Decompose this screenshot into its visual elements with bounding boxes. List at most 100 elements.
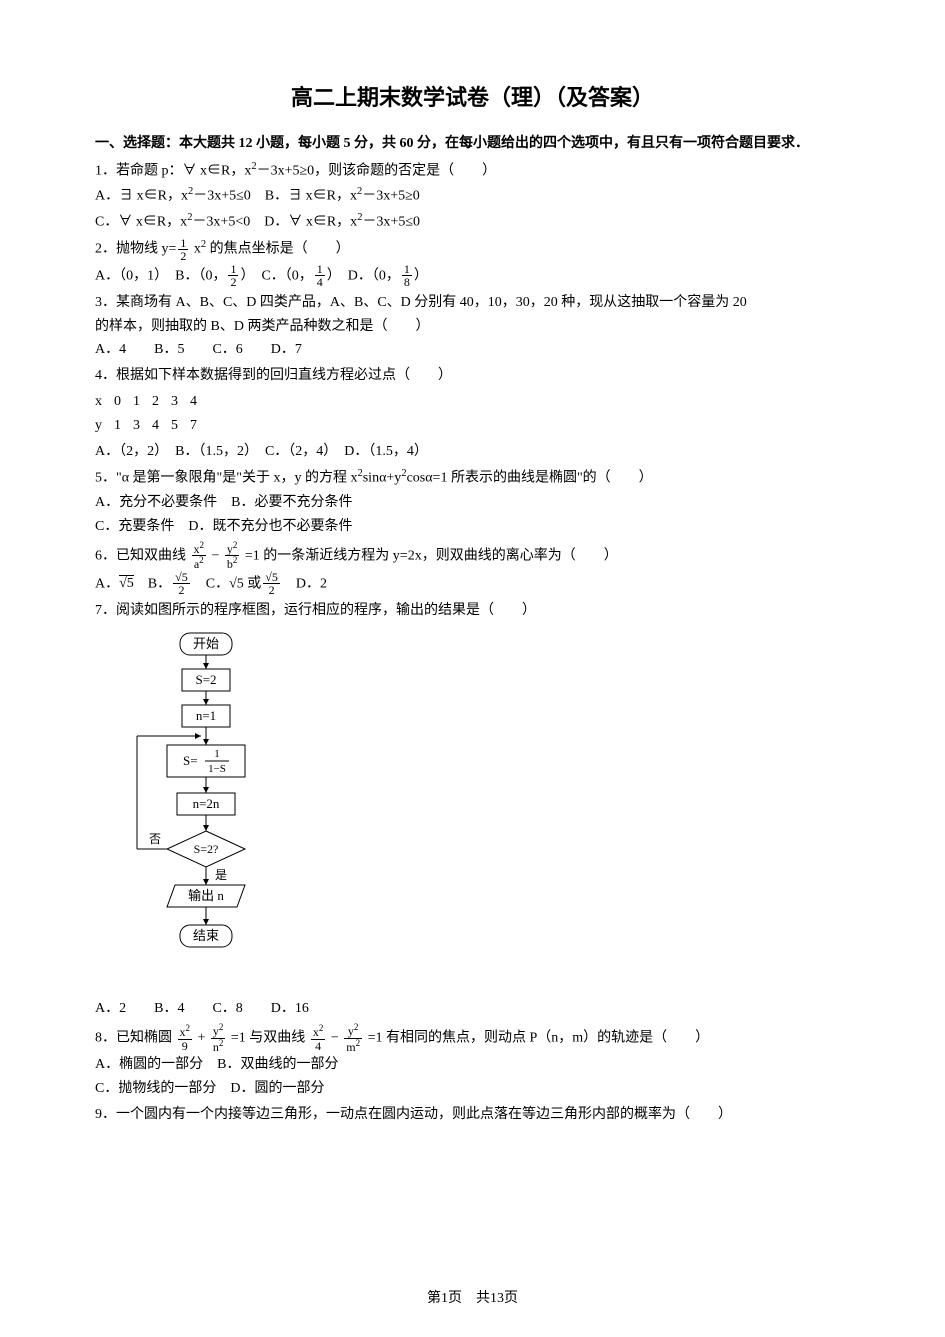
q6-optC: C． bbox=[192, 576, 229, 591]
label-yes: 是 bbox=[215, 868, 227, 882]
q4-x1: 1 bbox=[133, 390, 152, 414]
frac-d: n2 bbox=[211, 1039, 226, 1054]
q5-b: sinα+y bbox=[363, 471, 402, 486]
section-head-1: 一、选择题：本大题共 12 小题，每小题 5 分，共 60 分，在每小题给出的四… bbox=[95, 132, 850, 156]
fraction: x24 bbox=[311, 1024, 326, 1052]
frac-n: 1 bbox=[402, 263, 412, 277]
q4-y2: 4 bbox=[152, 414, 171, 438]
label-no: 否 bbox=[149, 832, 161, 846]
q5-l2: A．充分不必要条件 B．必要不充分条件 bbox=[95, 495, 352, 510]
frac-d: 4 bbox=[311, 1040, 326, 1053]
q8-b: + bbox=[194, 1031, 209, 1046]
question-4: 4．根据如下样本数据得到的回归直线方程必过点（ ） x 0 1 2 3 4 y … bbox=[95, 364, 850, 463]
node-expr-d: 1−S bbox=[208, 763, 226, 775]
q5-a: 5．"α 是第一象限角"是"关于 x，y 的方程 x bbox=[95, 471, 357, 486]
frac-n: x2 bbox=[311, 1024, 326, 1040]
q2-optD2: ） bbox=[414, 268, 428, 283]
fraction: y2n2 bbox=[211, 1023, 226, 1053]
node-out: 输出 n bbox=[188, 888, 224, 903]
q3-l1: 3．某商场有 A、B、C、D 四类产品，A、B、C、D 分别有 40，10，30… bbox=[95, 295, 747, 310]
fraction: √52 bbox=[263, 571, 280, 597]
fraction: y2b2 bbox=[225, 541, 240, 571]
question-3: 3．某商场有 A、B、C、D 四类产品，A、B、C、D 分别有 40，10，30… bbox=[95, 291, 850, 362]
q4-x-label: x bbox=[95, 390, 114, 414]
q1-stem-b: －3x+5≥0，则该命题的否定是（ ） bbox=[257, 163, 497, 178]
q2-optB2: ） C．（0， bbox=[240, 268, 312, 283]
q7-opts: A．2 B．4 C．8 D．16 bbox=[95, 1001, 309, 1016]
q4-y-label: y bbox=[95, 414, 114, 438]
q6-optD: D．2 bbox=[282, 576, 327, 591]
q4-x3: 3 bbox=[171, 390, 190, 414]
frac-d: a2 bbox=[192, 556, 207, 571]
q4-x2: 2 bbox=[152, 390, 171, 414]
frac-d: 2 bbox=[178, 250, 188, 263]
node-n1: n=1 bbox=[196, 708, 216, 723]
page-title: 高二上期末数学试卷（理）（及答案） bbox=[95, 80, 850, 112]
q6-optB: B． bbox=[134, 576, 171, 591]
frac-d: 2 bbox=[173, 584, 190, 597]
q8-l2: A．椭圆的一部分 B．双曲线的一部分 bbox=[95, 1057, 338, 1072]
node-end: 结束 bbox=[193, 928, 219, 943]
node-s2: S=2 bbox=[195, 672, 216, 687]
node-start: 开始 bbox=[193, 636, 219, 651]
frac-n: 1 bbox=[228, 263, 238, 277]
q3-opts: A．4 B．5 C．6 D．7 bbox=[95, 342, 302, 357]
node-expr-n: 1 bbox=[214, 748, 220, 760]
frac-n: x2 bbox=[192, 541, 207, 557]
q4-stem: 4．根据如下样本数据得到的回归直线方程必过点（ ） bbox=[95, 368, 452, 383]
frac-n: 1 bbox=[315, 263, 325, 277]
question-9: 9．一个圆内有一个内接等边三角形，一动点在圆内运动，则此点落在等边三角形内部的概… bbox=[95, 1103, 850, 1127]
q4-y1: 3 bbox=[133, 414, 152, 438]
q8-l3: C．抛物线的一部分 D．圆的一部分 bbox=[95, 1081, 324, 1096]
question-2: 2．抛物线 y=12 x2 的焦点坐标是（ ） A．（0，1） B．（0，12）… bbox=[95, 236, 850, 289]
q5-c: cosα=1 所表示的曲线是椭圆"的（ ） bbox=[407, 471, 653, 486]
fraction: y2m2 bbox=[344, 1023, 362, 1053]
fraction: 18 bbox=[402, 263, 412, 289]
frac-n: y2 bbox=[211, 1023, 226, 1039]
flowchart-svg: 开始 S=2 n=1 S= 1 1−S n=2n bbox=[125, 631, 300, 981]
frac-n: √5 bbox=[173, 571, 190, 585]
fraction: 14 bbox=[315, 263, 325, 289]
txt: m bbox=[346, 1040, 355, 1054]
page-footer: 第1页 共13页 bbox=[0, 1287, 945, 1307]
q6-c: =1 的一条渐近线方程为 y=2x，则双曲线的离心率为（ ） bbox=[241, 548, 617, 563]
question-1: 1．若命题 p：∀ x∈R，x2－3x+5≥0，则该命题的否定是（ ） A．∃ … bbox=[95, 158, 850, 234]
q2-optC2: ） D．（0， bbox=[327, 268, 400, 283]
q6-a: 6．已知双曲线 bbox=[95, 548, 190, 563]
frac-d: b2 bbox=[225, 556, 240, 571]
q8-c: =1 与双曲线 bbox=[227, 1031, 308, 1046]
frac-d: 4 bbox=[315, 276, 325, 289]
q4-table: x 0 1 2 3 4 y 1 3 4 5 7 bbox=[95, 390, 209, 438]
q1-opt-line2-b: －3x+5<0 D．∀ x∈R，x bbox=[192, 214, 357, 229]
q8-e: =1 有相同的焦点，则动点 P（n，m）的轨迹是（ ） bbox=[364, 1031, 709, 1046]
question-5: 5．"α 是第一象限角"是"关于 x，y 的方程 x2sinα+y2cosα=1… bbox=[95, 465, 850, 538]
frac-n: y2 bbox=[344, 1023, 362, 1039]
q1-opt-line2-c: －3x+5≤0 bbox=[362, 214, 420, 229]
fraction: x2a2 bbox=[192, 541, 207, 571]
node-cond: S=2? bbox=[194, 842, 219, 856]
flowchart: 开始 S=2 n=1 S= 1 1−S n=2n bbox=[125, 631, 850, 990]
question-6: 6．已知双曲线 x2a2 − y2b2 =1 的一条渐近线方程为 y=2x，则双… bbox=[95, 541, 850, 597]
frac-d: 8 bbox=[402, 276, 412, 289]
q1-opt-line1-c: －3x+5≥0 bbox=[362, 189, 420, 204]
q5-l3: C．充要条件 D．既不充分也不必要条件 bbox=[95, 519, 352, 534]
q2-optA: A．（0，1） B．（0， bbox=[95, 268, 226, 283]
q4-x0: 0 bbox=[114, 390, 133, 414]
q8-a: 8．已知椭圆 bbox=[95, 1031, 176, 1046]
frac-d: m2 bbox=[344, 1039, 362, 1054]
q4-opts: A．（2，2） B．（1.5，2） C．（2，4） D．（1.5，4） bbox=[95, 444, 428, 459]
q1-opt-line1-b: －3x+5≤0 B．∃ x∈R，x bbox=[193, 189, 357, 204]
q1-opt-line1-a: A．∃ x∈R，x bbox=[95, 189, 188, 204]
frac-d: 9 bbox=[178, 1040, 193, 1053]
node-expr-lhs: S= bbox=[183, 753, 198, 768]
frac-n: √5 bbox=[263, 571, 280, 585]
question-8: 8．已知椭圆 x29 + y2n2 =1 与双曲线 x24 − y2m2 =1 … bbox=[95, 1023, 850, 1101]
q7-stem: 7．阅读如图所示的程序框图，运行相应的程序，输出的结果是（ ） bbox=[95, 603, 536, 618]
q3-l2: 的样本，则抽取的 B、D 两类产品种数之和是（ ） bbox=[95, 319, 429, 334]
q4-y4: 7 bbox=[190, 414, 209, 438]
sqrt5: √5 bbox=[119, 575, 134, 591]
frac-n: x2 bbox=[178, 1024, 193, 1040]
frac-n: y2 bbox=[225, 541, 240, 557]
q1-opt-line2-a: C．∀ x∈R，x bbox=[95, 214, 187, 229]
q2-a: 2．抛物线 y= bbox=[95, 242, 176, 257]
